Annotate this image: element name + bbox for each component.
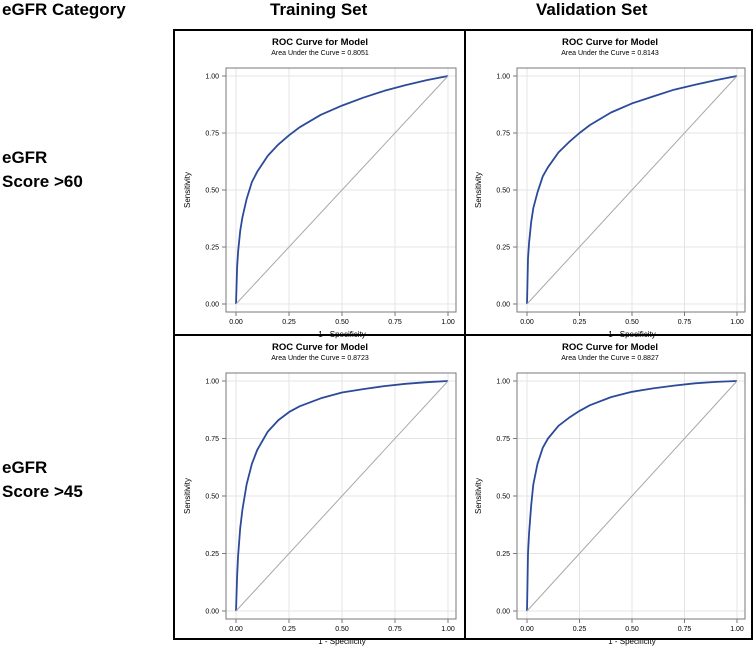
reference-diagonal-line [526, 75, 738, 305]
chart-title: ROC Curve for Model [272, 342, 368, 353]
chart-title: ROC Curve for Model [562, 37, 658, 48]
row-label-egfr-45: eGFR Score >45 [2, 456, 83, 504]
x-axis-label: 1 - Specificity [608, 637, 656, 646]
x-tick-label: 0.00 [520, 319, 534, 326]
y-tick-label: 0.50 [496, 188, 510, 195]
y-tick-label: 0.75 [205, 131, 219, 138]
y-tick-label: 0.75 [205, 436, 219, 443]
y-tick-label: 1.00 [496, 74, 510, 81]
roc-panel-training-egfr-45: ROC Curve for Model Area Under the Curve … [183, 342, 457, 646]
chart-subtitle: Area Under the Curve = 0.8723 [271, 355, 369, 362]
y-tick-label: 1.00 [205, 74, 219, 81]
chart-subtitle: Area Under the Curve = 0.8051 [271, 50, 369, 57]
y-tick-label: 1.00 [205, 379, 219, 386]
chart-title: ROC Curve for Model [562, 342, 658, 353]
x-tick-label: 0.50 [625, 626, 639, 633]
chart-title: ROC Curve for Model [272, 37, 368, 48]
x-tick-label: 0.75 [678, 319, 692, 326]
x-tick-label: 0.50 [335, 626, 349, 633]
reference-diagonal-line [526, 380, 738, 612]
x-tick-label: 0.75 [388, 319, 402, 326]
x-tick-label: 0.75 [678, 626, 692, 633]
y-axis-label: Sensitivity [474, 172, 483, 208]
y-tick-label: 0.50 [205, 188, 219, 195]
reference-diagonal-line [235, 380, 449, 612]
y-tick-label: 0.00 [496, 609, 510, 616]
y-tick-label: 0.50 [205, 494, 219, 501]
row-label-line2: Score >45 [2, 482, 83, 501]
row-label-line1: eGFR [2, 148, 48, 167]
header-egfr-category: eGFR Category [2, 0, 126, 19]
x-tick-label: 0.25 [573, 626, 587, 633]
panel-grid-horizontal-divider [173, 334, 753, 336]
x-axis-label: 1 - Specificity [318, 637, 366, 646]
y-tick-label: 0.00 [496, 302, 510, 309]
y-tick-label: 0.00 [205, 609, 219, 616]
x-tick-label: 0.75 [388, 626, 402, 633]
x-tick-label: 0.50 [625, 319, 639, 326]
x-tick-label: 1.00 [730, 626, 744, 633]
x-tick-label: 0.25 [282, 626, 296, 633]
y-tick-label: 0.50 [496, 494, 510, 501]
y-tick-label: 0.25 [496, 245, 510, 252]
reference-diagonal-line [235, 75, 449, 305]
y-axis-label: Sensitivity [183, 172, 192, 208]
roc-curve-line [526, 75, 738, 305]
row-label-egfr-60: eGFR Score >60 [2, 146, 83, 194]
x-tick-label: 0.00 [520, 626, 534, 633]
x-axis-label: 1 - Specificity [608, 330, 656, 339]
x-tick-label: 1.00 [730, 319, 744, 326]
header-training-set: Training Set [270, 0, 368, 19]
y-tick-label: 0.75 [496, 131, 510, 138]
x-tick-label: 0.50 [335, 319, 349, 326]
x-tick-label: 1.00 [441, 626, 455, 633]
y-axis-label: Sensitivity [474, 478, 483, 514]
row-label-line2: Score >60 [2, 172, 83, 191]
y-tick-label: 0.25 [496, 551, 510, 558]
roc-curve-line [235, 75, 449, 305]
y-tick-label: 0.25 [205, 245, 219, 252]
header-validation-set: Validation Set [536, 0, 648, 19]
y-tick-label: 1.00 [496, 379, 510, 386]
x-tick-label: 1.00 [441, 319, 455, 326]
roc-panel-validation-egfr-45: ROC Curve for Model Area Under the Curve … [474, 342, 746, 646]
x-tick-label: 0.25 [282, 319, 296, 326]
row-label-line1: eGFR [2, 458, 48, 477]
chart-subtitle: Area Under the Curve = 0.8827 [561, 355, 659, 362]
roc-panel-training-egfr-60: ROC Curve for Model Area Under the Curve … [183, 37, 457, 339]
x-tick-label: 0.00 [229, 319, 243, 326]
y-axis-label: Sensitivity [183, 478, 192, 514]
y-tick-label: 0.00 [205, 302, 219, 309]
roc-curve-line [526, 380, 738, 612]
roc-panel-validation-egfr-60: ROC Curve for Model Area Under the Curve … [474, 37, 746, 339]
chart-subtitle: Area Under the Curve = 0.8143 [561, 50, 659, 57]
x-tick-label: 0.25 [573, 319, 587, 326]
y-tick-label: 0.25 [205, 551, 219, 558]
x-axis-label: 1 - Specificity [318, 330, 366, 339]
x-tick-label: 0.00 [229, 626, 243, 633]
roc-curve-line [235, 380, 449, 612]
y-tick-label: 0.75 [496, 436, 510, 443]
